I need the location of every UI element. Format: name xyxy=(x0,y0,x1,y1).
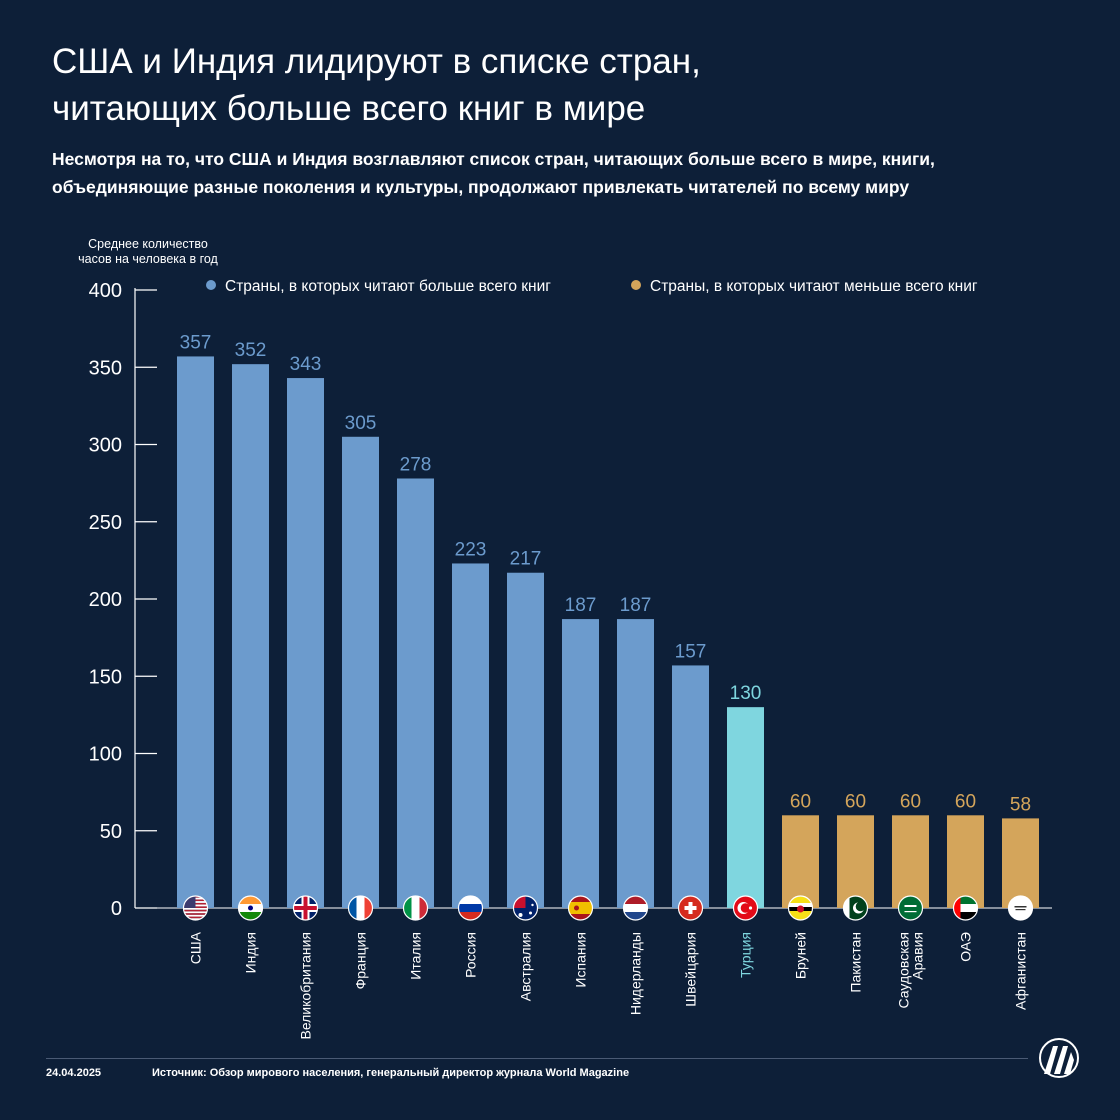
bar-value-label: 352 xyxy=(235,340,267,361)
pakistan-flag-icon xyxy=(842,895,869,921)
bar-16 xyxy=(1002,818,1039,908)
bar-11 xyxy=(727,707,764,908)
category-label: Афганистан xyxy=(1013,932,1029,1010)
brunei-flag-icon xyxy=(787,895,814,921)
category-label: Италия xyxy=(408,932,424,980)
bar-12 xyxy=(782,815,819,908)
bar-value-label: 60 xyxy=(955,791,976,812)
india-flag-icon xyxy=(237,895,264,921)
bar-7 xyxy=(507,572,544,908)
footer-date: 24.04.2025 xyxy=(46,1067,102,1079)
bar-value-label: 187 xyxy=(620,595,652,616)
category-label: СаудовскаяАравия xyxy=(896,932,926,1008)
italy-flag-icon xyxy=(402,895,429,921)
bar-8 xyxy=(562,619,599,908)
bar-value-label: 130 xyxy=(730,683,762,704)
page-title: США и Индия лидируют в списке стран, чит… xyxy=(52,42,701,128)
legend-dot-most xyxy=(206,280,216,290)
legend-label-most: Страны, в которых читают больше всего кн… xyxy=(225,278,551,295)
agency-logo-icon xyxy=(1039,1038,1079,1078)
footer-source: Источник: Обзор мирового населения, гене… xyxy=(152,1067,630,1079)
y-axis-label: Среднее количество xyxy=(88,237,208,251)
bar-value-label: 305 xyxy=(345,413,377,434)
bar-value-label: 343 xyxy=(290,354,322,375)
category-label: Австралия xyxy=(518,932,534,1001)
spain-flag-icon xyxy=(567,895,594,921)
legend-dot-least xyxy=(631,280,641,290)
y-tick-label: 350 xyxy=(89,357,122,379)
bar-13 xyxy=(837,815,874,908)
australia-flag-icon xyxy=(512,895,539,921)
bar-2 xyxy=(232,364,269,908)
y-tick-label: 100 xyxy=(89,744,122,766)
bar-value-label: 278 xyxy=(400,454,432,475)
y-tick-label: 150 xyxy=(89,666,122,688)
category-label: Франция xyxy=(353,932,369,989)
bar-4 xyxy=(342,436,379,908)
bar-value-label: 60 xyxy=(845,791,866,812)
switzerland-flag-icon xyxy=(677,895,704,921)
bar-14 xyxy=(892,815,929,908)
footer-divider xyxy=(46,1058,1028,1059)
y-axis-label: часов на человека в год xyxy=(78,252,218,266)
bar-3 xyxy=(287,378,324,908)
bar-1 xyxy=(177,356,214,908)
y-tick-label: 300 xyxy=(89,435,122,457)
bar-6 xyxy=(452,563,489,908)
page-subtitle: Несмотря на то, что США и Индия возглавл… xyxy=(52,149,935,197)
category-label: США xyxy=(188,931,204,964)
bar-5 xyxy=(397,478,434,908)
category-label: ОАЭ xyxy=(958,932,974,962)
category-label: Турция xyxy=(738,932,754,978)
bar-value-label: 357 xyxy=(180,332,212,353)
bar-value-label: 187 xyxy=(565,595,597,616)
bar-value-label: 157 xyxy=(675,641,707,662)
turkey-flag-icon xyxy=(732,895,759,921)
bar-15 xyxy=(947,815,984,908)
category-label: Великобритания xyxy=(298,932,314,1040)
russia-flag-icon xyxy=(457,895,484,921)
uk-flag-icon xyxy=(292,895,319,921)
bar-value-label: 217 xyxy=(510,549,542,570)
y-tick-label: 250 xyxy=(89,512,122,534)
category-label: Россия xyxy=(463,932,479,978)
category-label: Швейцария xyxy=(683,932,699,1007)
bar-value-label: 223 xyxy=(455,539,487,560)
bar-10 xyxy=(672,665,709,908)
category-label: Пакистан xyxy=(848,932,864,993)
france-flag-icon xyxy=(347,895,374,921)
y-tick-label: 200 xyxy=(89,589,122,611)
category-label: Индия xyxy=(243,932,259,973)
bar-value-label: 60 xyxy=(900,791,921,812)
y-tick-label: 0 xyxy=(111,898,122,920)
category-label: Бруней xyxy=(793,932,809,979)
us-flag-icon xyxy=(182,895,209,921)
uae-flag-icon xyxy=(952,895,979,921)
bar-value-label: 60 xyxy=(790,791,811,812)
category-label: Нидерланды xyxy=(628,932,644,1015)
y-tick-label: 400 xyxy=(89,280,122,302)
y-tick-label: 50 xyxy=(100,821,122,843)
category-label: Испания xyxy=(573,932,589,988)
legend-label-least: Страны, в которых читают меньше всего кн… xyxy=(650,278,978,295)
afghanistan-flag-icon xyxy=(1007,895,1034,921)
bar-value-label: 58 xyxy=(1010,794,1031,815)
saudi-arabia-flag-icon xyxy=(897,895,924,921)
netherlands-flag-icon xyxy=(622,895,649,921)
bar-9 xyxy=(617,619,654,908)
